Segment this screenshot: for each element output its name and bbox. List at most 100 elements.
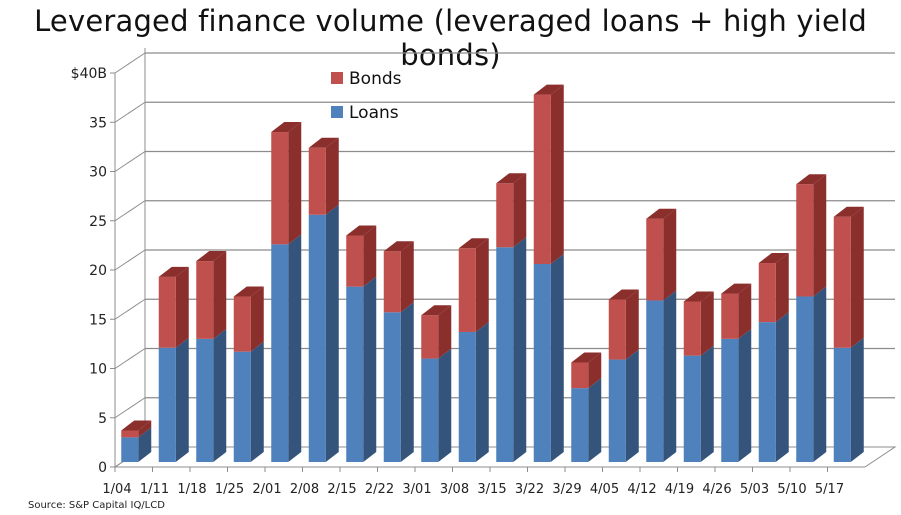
bar-1/04 (121, 420, 152, 462)
bonds-segment-side (250, 286, 264, 352)
loans-segment-side (363, 276, 377, 462)
loans-segment-side (625, 349, 639, 462)
bar-top (383, 241, 414, 252)
bonds-segment-front (233, 296, 251, 352)
loans-segment-front (196, 338, 214, 462)
bar-4/26 (721, 283, 752, 462)
loans-segment-front (383, 312, 401, 462)
loans-segment-side (438, 348, 452, 462)
loans-segment-front (121, 437, 139, 462)
bar-3/08 (458, 238, 489, 462)
loans-segment-front (271, 244, 289, 462)
chart-title: Leveraged finance volume (leveraged loan… (34, 4, 867, 72)
bar-5/10 (796, 174, 827, 462)
bonds-segment-side (175, 266, 189, 348)
loans-segment-front (683, 355, 701, 462)
x-tick-label: 1/11 (140, 482, 169, 497)
bonds-segment-front (271, 132, 289, 245)
x-tick-label: 5/10 (777, 482, 806, 497)
bonds-segment-side (213, 251, 227, 339)
bonds-segment-front (608, 299, 626, 360)
loans-segment-side (663, 290, 677, 462)
bar-top (796, 174, 827, 185)
bonds-segment-front (833, 216, 851, 348)
y-tick-label: 10 (89, 362, 107, 378)
loans-segment-side (475, 321, 489, 462)
loans-segment-front (421, 358, 439, 462)
bar-1/11 (158, 266, 189, 462)
loans-segment-side (213, 328, 227, 462)
source-note: Source: S&P Capital IQ/LCD (28, 500, 165, 511)
bonds-segment-side (813, 174, 827, 297)
y-tick-label: 5 (98, 411, 107, 427)
loans-segment-front (346, 286, 364, 462)
bonds-segment-front (421, 315, 439, 359)
legend-label-bonds: Bonds (349, 69, 402, 89)
bar-top (121, 420, 152, 431)
x-axis: 1/04 1/11 1/18 1/25 2/01 2/08 2/15 2/22 3/01 3/08… (102, 467, 844, 497)
x-tick-label: 3/22 (515, 482, 544, 497)
bar-top (421, 305, 452, 316)
grid-diagonal (114, 200, 146, 222)
loans-segment-side (550, 254, 564, 462)
bonds-segment-side (438, 305, 452, 359)
bar-top (271, 122, 302, 133)
loans-segment-front (721, 338, 739, 462)
bonds-segment-front (196, 261, 214, 339)
loans-segment-front (158, 347, 176, 462)
loans-segment-front (758, 322, 776, 462)
x-tick-label: 1/18 (177, 482, 206, 497)
grid-diagonal (114, 151, 146, 172)
x-tick-label: 2/01 (252, 482, 281, 497)
bonds-segment-side (138, 420, 152, 438)
loans-segment-front (233, 351, 251, 462)
bonds-segment-side (775, 253, 789, 323)
loans-segment-side (138, 427, 152, 462)
x-tick-label: 2/08 (290, 482, 319, 497)
bar-5/03 (758, 253, 789, 462)
bar-4/19 (683, 291, 714, 462)
loans-segment-front (458, 331, 476, 462)
bonds-segment-front (158, 276, 176, 348)
loans-segment-side (700, 345, 714, 462)
y-tick-label: 20 (89, 263, 107, 279)
loans-segment-side (175, 337, 189, 462)
loans-segment-side (588, 378, 602, 462)
bonds-segment-side (288, 122, 302, 245)
y-tick-label: 25 (89, 214, 107, 230)
y-tick-label: 0 (98, 460, 107, 476)
x-tick-label: 3/15 (477, 482, 506, 497)
grid-diagonal (114, 101, 146, 123)
legend: Bonds Loans (331, 69, 402, 123)
bonds-segment-side (850, 206, 864, 348)
loans-segment-side (513, 237, 527, 462)
grid-diagonal (114, 52, 146, 74)
bonds-segment-front (496, 183, 514, 248)
bar-top (833, 206, 864, 217)
loans-segment-side (325, 204, 339, 462)
bonds-segment-front (571, 362, 589, 389)
y-tick-label: 35 (89, 115, 107, 131)
bonds-segment-side (475, 238, 489, 332)
x-tick-label: 1/25 (215, 482, 244, 497)
bar-5/17 (833, 206, 864, 462)
bar-4/05 (608, 289, 639, 462)
bar-4/12 (646, 208, 677, 462)
bonds-segment-side (400, 241, 414, 313)
bonds-segment-side (513, 173, 527, 248)
bar-2/22 (383, 241, 414, 462)
grid-diagonal (114, 249, 146, 271)
bar-top (496, 173, 527, 184)
bar-3/15 (496, 173, 527, 462)
bar-top (346, 225, 377, 236)
bar-1/25 (233, 286, 264, 462)
x-tick-label: 4/26 (702, 482, 731, 497)
bar-top (233, 286, 264, 297)
bonds-segment-front (346, 235, 364, 287)
y-tick-label: 15 (89, 312, 107, 328)
bar-2/01 (271, 122, 302, 462)
bonds-segment-front (533, 94, 551, 265)
x-tick-label: 2/22 (365, 482, 394, 497)
bonds-segment-front (646, 218, 664, 301)
